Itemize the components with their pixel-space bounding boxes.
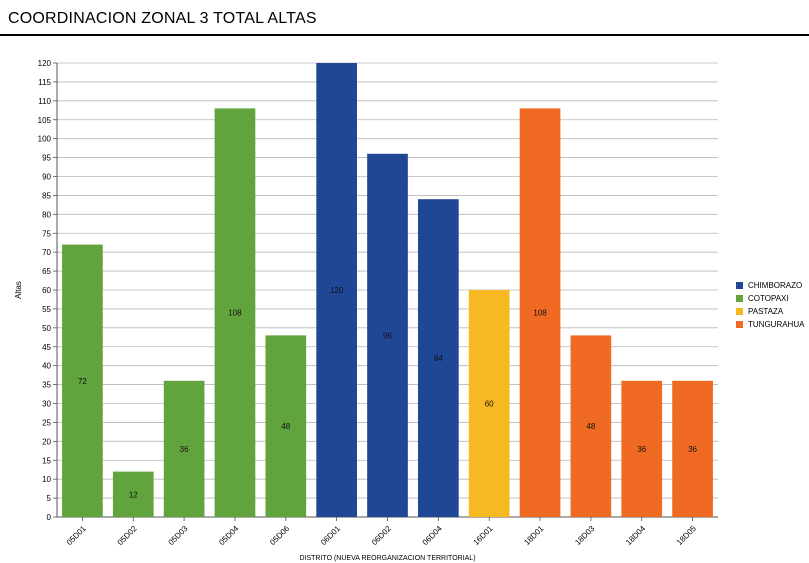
bar bbox=[570, 335, 612, 517]
y-tick-label: 0 bbox=[47, 513, 52, 522]
y-tick-label: 80 bbox=[42, 210, 51, 219]
data-label: 96 bbox=[383, 331, 392, 340]
legend-swatch bbox=[736, 282, 743, 289]
y-tick-label: 105 bbox=[38, 116, 52, 125]
data-label: 60 bbox=[485, 400, 494, 409]
y-tick-label: 65 bbox=[42, 267, 51, 276]
y-tick-label: 55 bbox=[42, 305, 51, 314]
data-label: 12 bbox=[129, 490, 138, 499]
data-label: 120 bbox=[330, 286, 344, 295]
x-tick-label: 06D02 bbox=[370, 524, 393, 547]
y-tick-label: 95 bbox=[42, 154, 51, 163]
y-tick-label: 70 bbox=[42, 248, 51, 257]
legend-swatch bbox=[736, 295, 743, 302]
bar bbox=[214, 108, 256, 518]
data-label: 48 bbox=[281, 422, 290, 431]
x-tick-label: 06D01 bbox=[319, 524, 342, 547]
x-tick-label: 18D03 bbox=[573, 524, 596, 547]
bar bbox=[418, 199, 459, 517]
y-tick-label: 75 bbox=[42, 229, 51, 238]
y-tick-label: 60 bbox=[42, 286, 51, 295]
y-tick-label: 110 bbox=[38, 97, 51, 106]
x-tick-label: 18D05 bbox=[675, 524, 698, 547]
y-tick-label: 85 bbox=[42, 191, 51, 200]
x-tick-label: 05D03 bbox=[166, 524, 189, 547]
x-axis-label: DISTRITO (NUEVA REORGANIZACION TERRITORI… bbox=[299, 555, 475, 562]
title-divider bbox=[0, 34, 809, 36]
bar bbox=[112, 471, 154, 517]
legend-label: PASTAZA bbox=[748, 307, 784, 316]
bar bbox=[62, 244, 103, 517]
data-label: 36 bbox=[688, 445, 697, 454]
data-label: 108 bbox=[533, 309, 547, 318]
chart-legend: CHIMBORAZO COTOPAXI PASTAZA TUNGURAHUA bbox=[736, 279, 804, 331]
y-tick-label: 20 bbox=[42, 437, 51, 446]
x-tick-label: 18D01 bbox=[522, 524, 545, 547]
data-label: 108 bbox=[228, 309, 242, 318]
y-tick-label: 100 bbox=[38, 135, 52, 144]
bar bbox=[621, 380, 663, 517]
bar bbox=[672, 380, 713, 517]
bar bbox=[163, 380, 205, 517]
x-tick-label: 05D02 bbox=[116, 524, 139, 547]
bar bbox=[265, 335, 307, 517]
bar bbox=[519, 108, 561, 518]
legend-item: CHIMBORAZO bbox=[736, 279, 804, 292]
y-tick-label: 50 bbox=[42, 324, 51, 333]
legend-swatch bbox=[736, 321, 743, 328]
x-tick-label: 06D04 bbox=[421, 524, 444, 547]
data-label: 36 bbox=[637, 445, 646, 454]
x-tick-label: 05D06 bbox=[268, 524, 291, 547]
y-tick-label: 120 bbox=[38, 59, 52, 68]
x-tick-label: 16D01 bbox=[472, 524, 495, 547]
y-tick-label: 30 bbox=[42, 400, 51, 409]
bar bbox=[468, 290, 510, 517]
y-tick-label: 25 bbox=[42, 418, 51, 427]
legend-item: PASTAZA bbox=[736, 305, 804, 318]
data-label: 84 bbox=[434, 354, 443, 363]
legend-swatch bbox=[736, 308, 743, 315]
y-tick-label: 10 bbox=[42, 475, 51, 484]
y-tick-label: 90 bbox=[42, 173, 51, 182]
x-tick-label: 05D04 bbox=[217, 524, 240, 547]
y-tick-label: 15 bbox=[42, 456, 51, 465]
y-tick-label: 5 bbox=[47, 494, 52, 503]
y-tick-label: 35 bbox=[42, 381, 51, 390]
data-label: 72 bbox=[78, 377, 87, 386]
bar bbox=[316, 63, 357, 517]
page-title: COORDINACION ZONAL 3 TOTAL ALTAS bbox=[8, 10, 317, 27]
y-tick-label: 45 bbox=[42, 343, 51, 352]
legend-label: TUNGURAHUA bbox=[748, 320, 805, 329]
y-axis-label: Altas bbox=[14, 281, 23, 299]
legend-label: CHIMBORAZO bbox=[748, 281, 803, 290]
x-tick-label: 18D04 bbox=[624, 524, 647, 547]
legend-item: COTOPAXI bbox=[736, 292, 804, 305]
y-tick-label: 40 bbox=[42, 362, 51, 371]
y-tick-label: 115 bbox=[38, 78, 51, 87]
bar bbox=[367, 153, 408, 518]
legend-item: TUNGURAHUA bbox=[736, 318, 804, 331]
x-tick-label: 05D01 bbox=[65, 524, 88, 547]
data-label: 48 bbox=[586, 422, 595, 431]
legend-label: COTOPAXI bbox=[748, 294, 789, 303]
data-label: 36 bbox=[180, 445, 189, 454]
